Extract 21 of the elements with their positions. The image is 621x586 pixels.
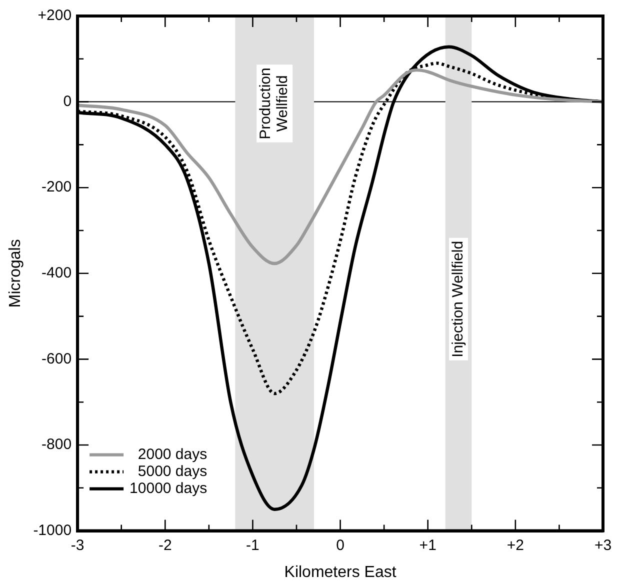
y-tick-label: +200 bbox=[38, 7, 72, 24]
x-axis-title: Kilometers East bbox=[284, 564, 397, 581]
x-tick-label: 0 bbox=[336, 536, 344, 554]
x-tick-label: -1 bbox=[246, 536, 260, 554]
x-tick-label: -2 bbox=[158, 536, 172, 554]
legend-label: 2000 days bbox=[138, 446, 208, 463]
x-tick-label: -3 bbox=[70, 536, 84, 554]
x-tick-label: +3 bbox=[594, 536, 612, 554]
legend-label: 10000 days bbox=[130, 480, 208, 497]
band-label: Production Wellfield bbox=[257, 68, 292, 140]
y-tick-label: -800 bbox=[42, 436, 72, 454]
x-tick-label: +1 bbox=[419, 536, 436, 554]
y-tick-label: -400 bbox=[42, 264, 72, 282]
y-tick-label: -1000 bbox=[33, 522, 72, 539]
x-tick-label: +2 bbox=[506, 536, 524, 554]
legend-label: 5000 days bbox=[138, 462, 208, 480]
y-tick-label: 0 bbox=[63, 92, 72, 110]
y-tick-label: -600 bbox=[42, 350, 72, 368]
y-axis-title: Microgals bbox=[7, 239, 24, 308]
band-label: Injection Wellfield bbox=[450, 240, 467, 358]
y-tick-label: -200 bbox=[42, 178, 72, 196]
